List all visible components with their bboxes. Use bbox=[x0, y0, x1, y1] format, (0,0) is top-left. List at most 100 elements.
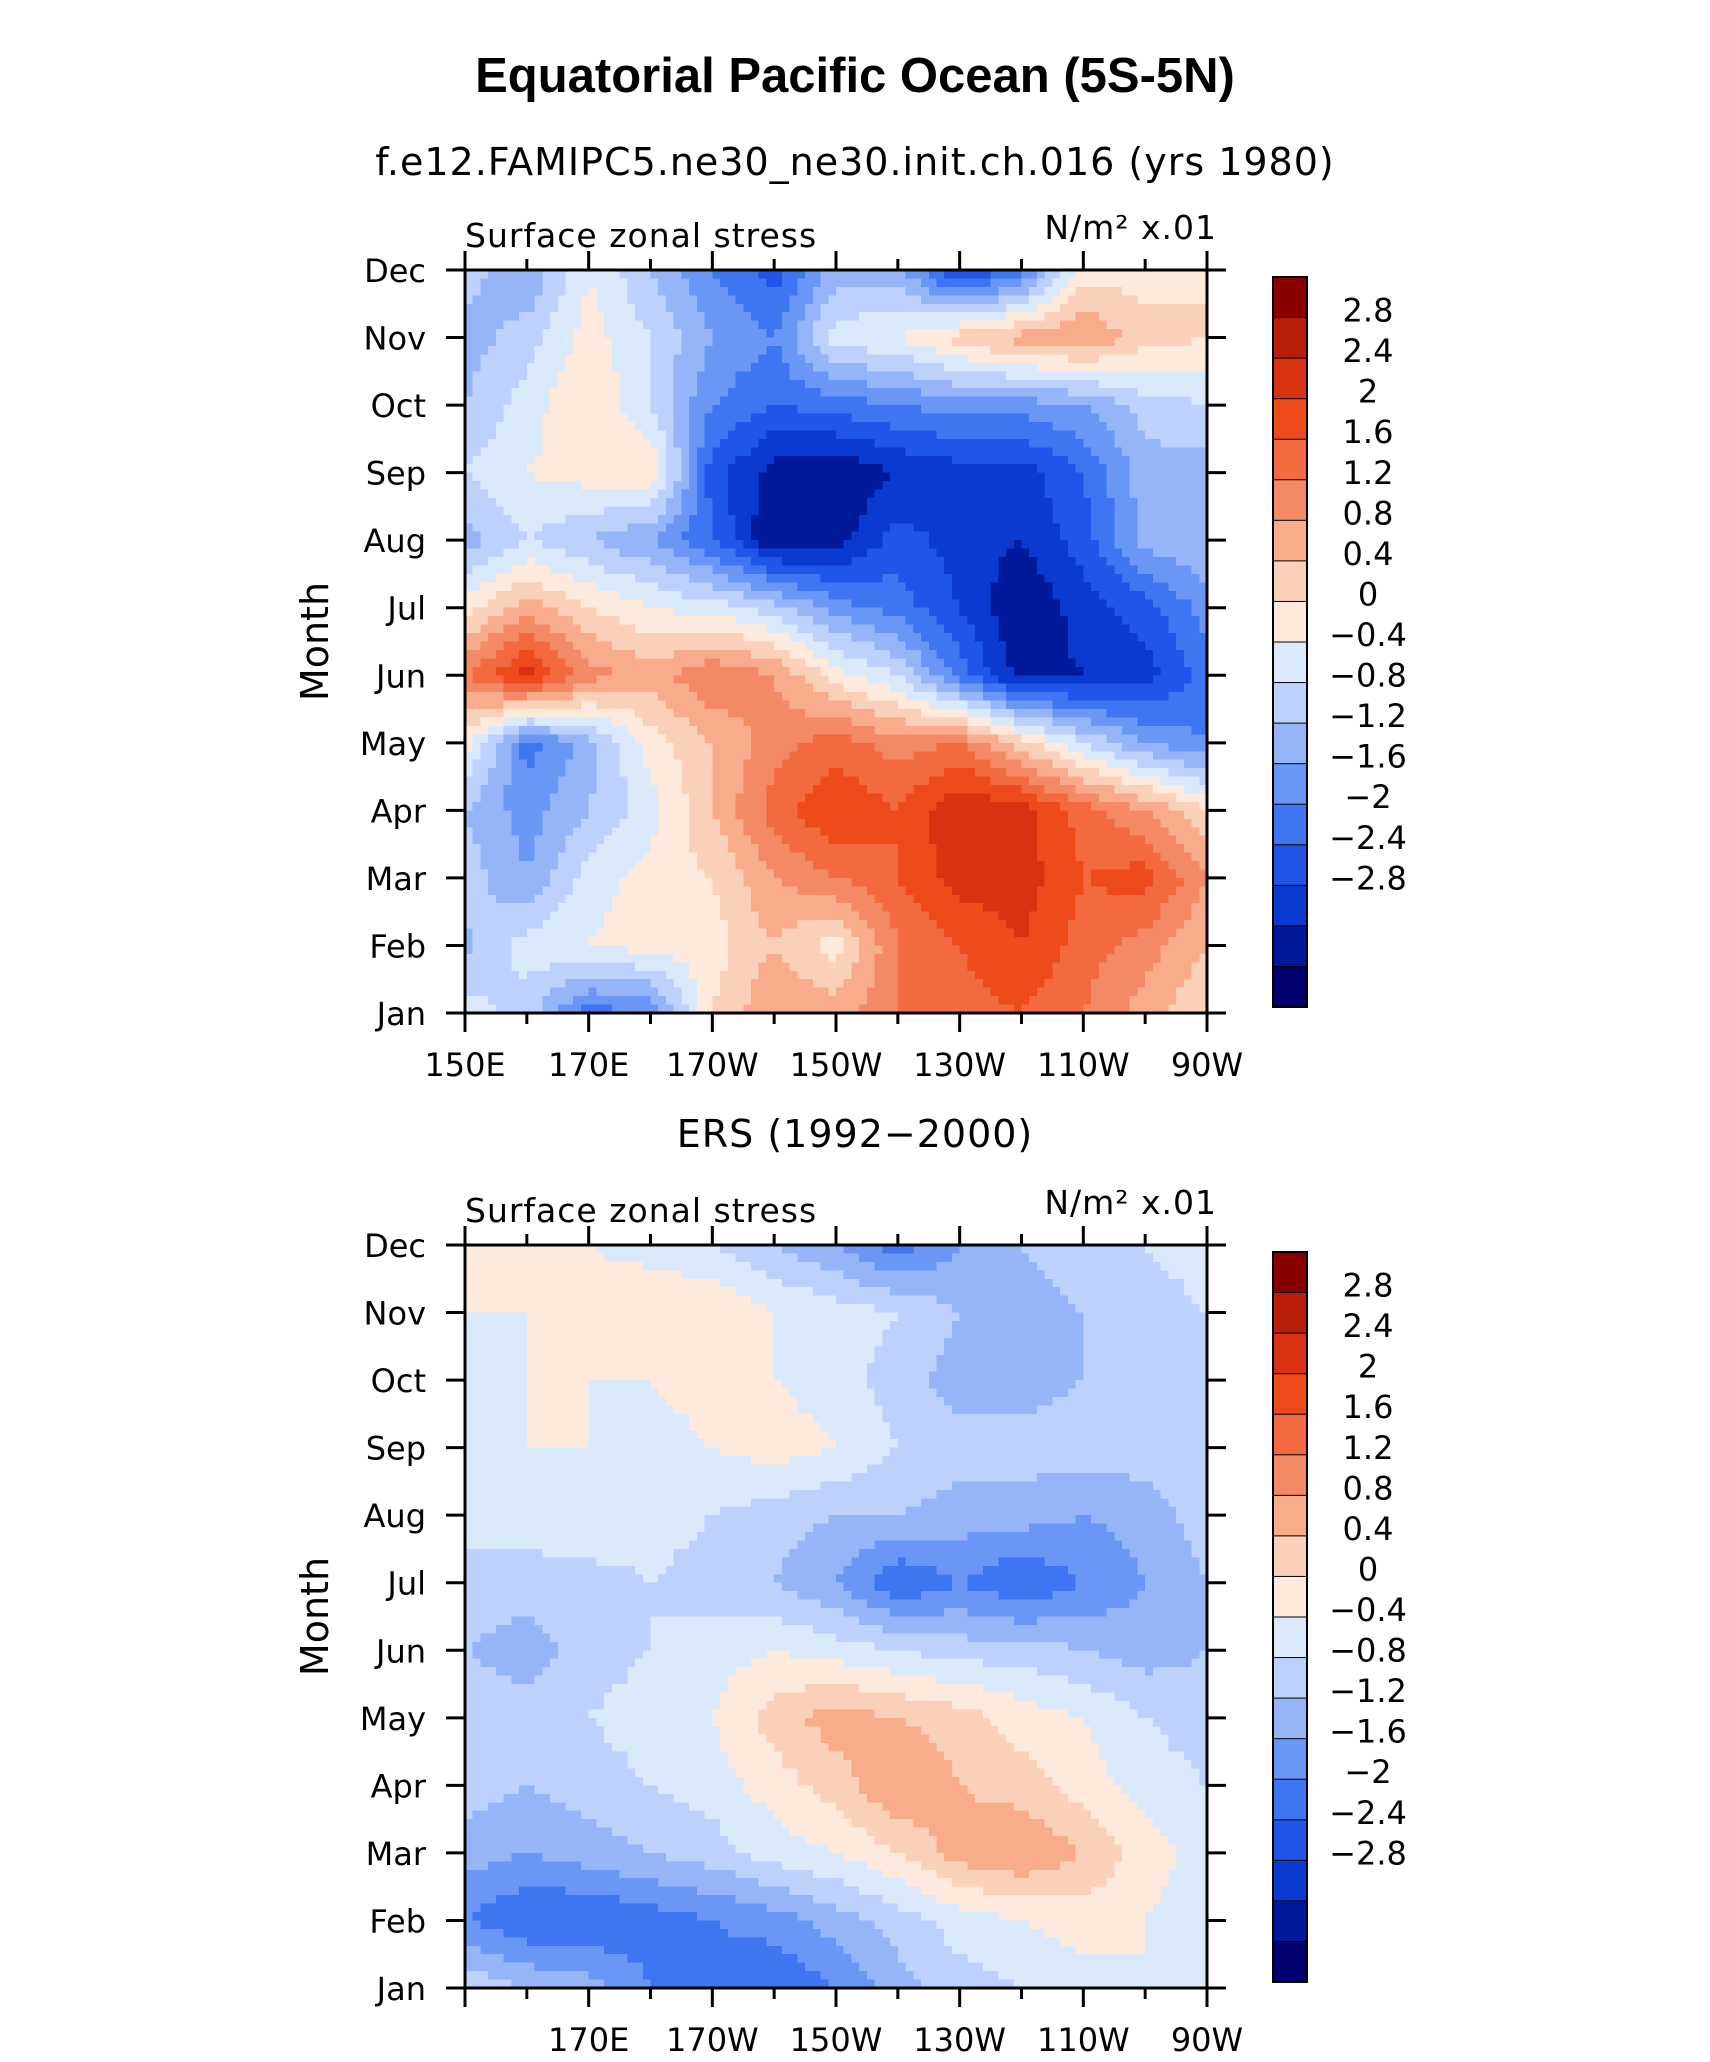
panel1-field-cell bbox=[511, 489, 520, 499]
panel1-field-cell bbox=[534, 405, 543, 415]
panel1-field-cell bbox=[890, 548, 899, 558]
panel1-field-cell bbox=[967, 481, 976, 491]
panel1-field-cell bbox=[851, 582, 860, 592]
panel1-field-cell bbox=[797, 666, 806, 676]
panel1-field-cell bbox=[658, 413, 667, 423]
panel1-field-cell bbox=[905, 523, 914, 533]
panel1-field-cell bbox=[665, 286, 675, 296]
panel1-field-cell bbox=[882, 692, 891, 702]
panel1-field-cell bbox=[635, 548, 644, 558]
panel1-field-cell bbox=[735, 312, 744, 322]
panel1-field-cell bbox=[998, 481, 1007, 491]
panel1-field-cell bbox=[580, 489, 590, 499]
panel1-field-cell bbox=[534, 362, 543, 372]
panel1-field-cell bbox=[928, 464, 938, 474]
panel1-field-cell bbox=[789, 497, 798, 508]
panel1-field-cell bbox=[472, 430, 482, 440]
panel1-field-cell bbox=[658, 303, 667, 313]
panel1-field-cell bbox=[704, 573, 713, 583]
panel1-field-cell bbox=[1183, 312, 1193, 322]
panel1-field-cell bbox=[673, 481, 683, 491]
panel1-field-cell bbox=[658, 354, 667, 364]
panel1-field-cell bbox=[1036, 270, 1046, 280]
panel1-field-cell bbox=[696, 700, 706, 710]
panel1-field-cell bbox=[1114, 337, 1123, 347]
panel1-field-cell bbox=[580, 599, 590, 609]
panel1-field-cell bbox=[511, 472, 520, 482]
panel1-field-cell bbox=[472, 270, 482, 280]
panel1-field-cell bbox=[1199, 683, 1208, 693]
panel1-field-cell bbox=[658, 278, 667, 288]
panel1-field-cell bbox=[836, 641, 845, 651]
panel1-field-cell bbox=[944, 295, 953, 305]
panel1-field-cell bbox=[1145, 447, 1154, 457]
panel1-field-cell bbox=[580, 607, 590, 617]
panel1-field-cell bbox=[936, 345, 945, 356]
panel1-field-cell bbox=[774, 531, 783, 541]
panel1-field-cell bbox=[1006, 396, 1015, 406]
panel1-field-cell bbox=[1176, 455, 1185, 465]
panel1-field-cell bbox=[495, 286, 505, 296]
panel1-field-cell bbox=[1168, 506, 1177, 516]
panel1-field-cell bbox=[650, 396, 659, 406]
panel1-field-cell bbox=[673, 337, 683, 347]
panel1-field-cell bbox=[696, 438, 706, 448]
panel1-field-cell bbox=[1191, 666, 1200, 676]
panel1-field-cell bbox=[1075, 683, 1084, 693]
panel1-field-cell bbox=[913, 489, 922, 499]
panel1-field-cell bbox=[526, 489, 536, 499]
panel1-field-cell bbox=[1145, 489, 1154, 499]
panel1-field-cell bbox=[1036, 472, 1046, 482]
panel1-field-cell bbox=[665, 303, 675, 313]
panel1-field-cell bbox=[805, 413, 814, 423]
panel1-field-cell bbox=[797, 692, 806, 702]
panel1-field-cell bbox=[727, 354, 737, 364]
panel1-field-cell bbox=[874, 531, 883, 541]
panel1-field-cell bbox=[828, 320, 837, 330]
panel1-field-cell bbox=[472, 405, 482, 415]
panel1-field-cell bbox=[635, 624, 644, 634]
panel1-field-cell bbox=[565, 582, 574, 592]
panel1-field-cell bbox=[1176, 405, 1185, 415]
panel1-field-cell bbox=[1199, 388, 1208, 398]
panel1-field-cell bbox=[596, 649, 605, 659]
panel1-field-cell bbox=[642, 447, 652, 457]
panel1-field-cell bbox=[511, 447, 520, 457]
panel1-field-cell bbox=[905, 421, 914, 432]
panel1-field-cell bbox=[843, 683, 853, 693]
panel1-field-cell bbox=[526, 430, 536, 440]
panel1-field-cell bbox=[1044, 481, 1054, 491]
panel1-field-cell bbox=[658, 481, 667, 491]
panel1-field-cell bbox=[913, 464, 922, 474]
panel1-field-cell bbox=[743, 481, 752, 491]
panel1-field-cell bbox=[828, 692, 837, 702]
panel1-field-cell bbox=[1121, 396, 1131, 406]
panel1-field-cell bbox=[750, 413, 760, 423]
panel1-field-cell bbox=[619, 362, 628, 372]
panel1-field-cell bbox=[874, 472, 883, 482]
panel1-field-cell bbox=[1183, 472, 1193, 482]
panel1-field-cell bbox=[797, 396, 806, 406]
panel1-field-cell bbox=[1091, 590, 1100, 600]
panel1-field-cell bbox=[665, 540, 675, 550]
panel1-field-cell bbox=[789, 320, 798, 330]
panel1-field-cell bbox=[689, 379, 698, 389]
panel1-field-cell bbox=[750, 455, 760, 465]
panel1-field-cell bbox=[1106, 590, 1115, 600]
panel1-field-cell bbox=[1083, 405, 1092, 415]
panel1-field-cell bbox=[828, 447, 837, 457]
panel1-field-cell bbox=[665, 497, 675, 508]
panel1-field-cell bbox=[565, 590, 574, 600]
panel1-field-cell bbox=[1191, 295, 1200, 305]
panel1-field-cell bbox=[820, 472, 829, 482]
panel1-field-cell bbox=[1044, 295, 1054, 305]
panel1-field-cell bbox=[1044, 565, 1054, 575]
panel1-field-cell bbox=[913, 413, 922, 423]
panel1-field-cell bbox=[735, 692, 744, 702]
panel1-field-cell bbox=[704, 278, 713, 288]
panel1-field-cell bbox=[1152, 345, 1162, 356]
panel1-field-cell bbox=[1091, 607, 1100, 617]
panel1-field-cell bbox=[959, 590, 968, 600]
panel1-field-cell bbox=[1168, 303, 1177, 313]
panel1-field-cell bbox=[1075, 548, 1084, 558]
